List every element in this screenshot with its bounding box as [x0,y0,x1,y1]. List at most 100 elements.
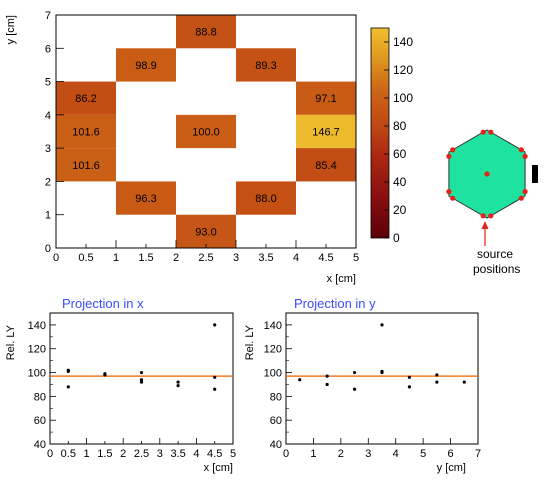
heatmap-cell [176,15,236,49]
heatmap-ytick-label: 2 [45,176,51,188]
projection-x-point [176,380,180,384]
projection-x-panel: Projection in x 0 0.5 1 1.5 2 2.5 3 3.5 4 4.5 5 40… [5,296,236,474]
projection-y-ytick-label: 140 [264,320,282,332]
projection-y-frame [285,312,479,445]
projection-x-point [213,323,217,327]
projection-x-xtick-label: 2 [120,448,126,460]
projection-x-xtick-label: 3.5 [170,448,185,460]
heatmap-xtick-label: 3.5 [258,252,273,264]
projection-y-point [352,387,357,391]
projection-y-title: Projection in y [294,296,376,311]
heatmap-cell-label: 97.1 [315,93,336,105]
projection-y-xtick-label: 1 [310,448,316,460]
colorbar-tick-label: 60 [393,147,407,161]
projection-x-xtick-label: 4.5 [207,448,222,460]
heatmap-cell [296,81,356,115]
heatmap-ytick-label: 6 [45,43,51,55]
heatmap-cell [116,181,176,215]
projection-y-ytick-label: 60 [270,415,282,427]
heatmap-xtick-label: 1.5 [138,252,153,264]
projection-y-point [435,380,439,384]
projection-y-xtick-label: 2 [338,448,344,460]
heatmap-ytick-label: 7 [45,10,51,22]
projection-y-point [435,373,439,377]
projection-x-ytick-label: 120 [28,344,46,356]
heatmap-cell [56,114,116,149]
colorbar-gradient [371,28,389,238]
colorbar-tick-label: 100 [393,91,413,105]
heatmap-cell-label: 85.4 [315,160,336,172]
source-position-dot [450,147,456,153]
colorbar-tick-label: 120 [393,63,413,77]
projection-x-ytick-label: 40 [34,439,46,451]
heatmap-cell [56,148,116,182]
heatmap-ytick-label: 4 [45,110,51,122]
heatmap-xtick-label: 1 [113,252,119,264]
projection-y-ylabel: Rel. LY [244,324,256,360]
heatmap-xtick-label: 2 [173,252,179,264]
projection-x-ylabel: Rel. LY [5,324,17,360]
heatmap-cell-label: 101.6 [72,127,100,139]
projection-x-point [213,387,217,391]
projection-y-ytick-label: 100 [264,368,282,380]
source-position-dot [480,129,486,135]
heatmap-xtick-label: 0 [53,252,59,264]
heatmap-ytick-label: 0 [45,243,51,255]
projection-y-xtick-label: 5 [420,448,426,460]
source-position-dot [484,171,490,177]
readout-block [532,165,538,183]
heatmap-cell-label: 146.7 [312,127,340,139]
projection-x-xtick-label: 5 [230,448,236,460]
heatmap-cell-label: 93.0 [195,226,216,238]
source-positions-diagram: source positions [446,129,538,276]
projection-x-point [139,380,144,384]
projection-x-point [139,378,144,382]
source-label-line2: positions [473,262,520,276]
projection-x-ytick-label: 80 [34,391,46,403]
source-position-dot [522,153,528,159]
heatmap-cell [176,214,236,248]
heatmap-ytick-label: 1 [45,210,51,222]
source-position-dot [480,213,486,219]
projection-y-point [352,370,357,375]
heatmap-cell [296,148,356,182]
projection-x-xtick-label: 0.5 [61,448,76,460]
colorbar-tick-label: 0 [393,231,400,245]
projection-y-xtick-label: 3 [365,448,371,460]
projection-x-ytick-label: 100 [28,368,46,380]
colorbar-tick-label: 80 [393,119,407,133]
source-position-dot [488,129,494,135]
source-label-line1: source [477,247,513,261]
projection-y-panel: Projection in y 0 1 2 3 4 5 6 7 40 60 80 100 120 140… [244,296,481,474]
projection-y-point [407,385,412,389]
heatmap-xtick-label: 2.5 [198,252,213,264]
projection-y-xtick-label: 4 [393,448,399,460]
source-position-dot [446,189,452,195]
source-position-dot [518,147,524,153]
heatmap-ytick-label: 3 [45,143,51,155]
projection-y-xtick-label: 0 [283,448,289,460]
heatmap-xlabel: x [cm] [327,273,356,285]
projection-x-point [103,373,107,377]
source-position-dot [488,213,494,219]
colorbar-tick-label: 40 [393,175,407,189]
heatmap-cell-label: 100.0 [192,127,220,139]
heatmap-cell [56,81,116,115]
colorbar-tick-label: 140 [393,35,413,49]
projection-x-xtick-label: 1 [84,448,90,460]
projection-y-point [462,380,466,384]
projection-x-point [66,385,70,389]
projection-y-point [298,378,302,382]
heatmap-cell-label: 88.8 [195,27,216,39]
projection-x-xtick-label: 0 [47,448,53,460]
projection-y-point [325,382,329,387]
heatmap-xtick-label: 4.5 [318,252,333,264]
source-arrow-head [481,221,489,229]
heatmap-cell [116,48,176,82]
heatmap-cell [236,48,296,82]
heatmap-cell [176,114,236,149]
heatmap-cell [296,114,356,149]
source-position-dot [446,153,452,159]
colorbar-tick-label: 20 [393,203,407,217]
